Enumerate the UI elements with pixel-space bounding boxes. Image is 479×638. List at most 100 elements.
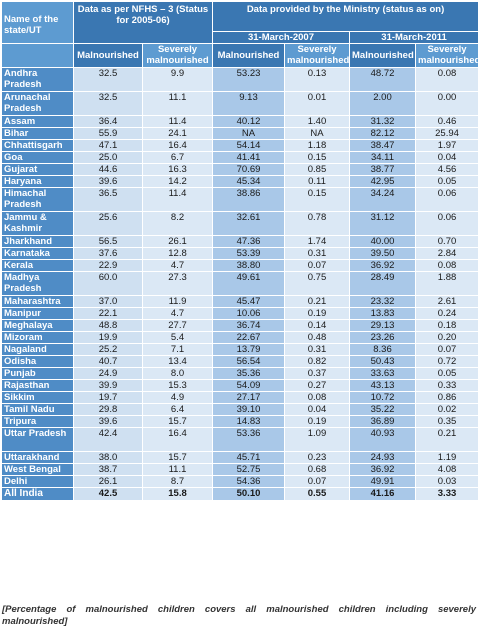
state-name-cell: Jharkhand (1, 235, 74, 248)
state-name-cell: Gujarat (1, 163, 74, 176)
malnutrition-table: Name of the state/UT Data as per NFHS – … (1, 1, 479, 501)
m2007-severely-header: Severely malnourished (284, 43, 350, 68)
table-row: Haryana 39.6 14.2 45.34 0.11 42.95 0.05 (1, 175, 479, 188)
m2007-severely-cell: 0.15 (284, 187, 350, 212)
m2007-severely-cell: 0.78 (284, 211, 350, 236)
m2011-malnourished-cell: 24.93 (349, 451, 416, 464)
m2011-malnourished-cell: 38.47 (349, 139, 416, 152)
state-name-cell: Uttarakhand (1, 451, 74, 464)
state-name-cell: Maharashtra (1, 295, 74, 308)
m2011-malnourished-cell: 34.11 (349, 151, 416, 164)
nfhs-severely-cell: 9.9 (142, 67, 213, 92)
m2007-severely-cell: 0.04 (284, 403, 350, 416)
m2007-severely-cell: 1.09 (284, 427, 350, 452)
m2007-malnourished-cell: 52.75 (212, 463, 285, 476)
m2011-severely-header: Severely malnourished (414, 43, 479, 68)
table-total-row: All India 42.5 15.8 50.10 0.55 41.16 3.33 (1, 487, 479, 501)
nfhs-malnourished-cell: 19.9 (73, 331, 143, 344)
m2011-malnourished-cell: 31.32 (349, 115, 416, 128)
m2007-malnourished-cell: 54.36 (212, 475, 285, 488)
nfhs-malnourished-cell: 32.5 (73, 91, 143, 116)
m2011-severely-cell: 2.84 (414, 247, 479, 260)
nfhs-severely-cell: 14.2 (142, 175, 213, 188)
m2007-severely-cell: 0.68 (284, 463, 350, 476)
m2011-malnourished-cell: 40.93 (349, 427, 416, 452)
nfhs-severely-cell: 15.7 (142, 415, 213, 428)
m2011-severely-cell: 0.24 (414, 307, 479, 320)
m2011-severely-cell: 0.33 (414, 379, 479, 392)
nfhs-malnourished-cell: 39.6 (73, 415, 143, 428)
nfhs-severely-cell: 11.1 (142, 463, 213, 476)
m2011-severely-cell: 0.06 (414, 187, 479, 212)
m2011-malnourished-cell: 36.92 (349, 463, 416, 476)
m2007-malnourished-cell: 38.86 (212, 187, 285, 212)
nfhs-malnourished-cell: 56.5 (73, 235, 143, 248)
table-row: Assam 36.4 11.4 40.12 1.40 31.32 0.46 (1, 115, 479, 128)
m2007-severely-cell: 0.48 (284, 331, 350, 344)
m2007-malnourished-cell: 45.34 (212, 175, 285, 188)
nfhs-severely-cell: 11.4 (142, 187, 213, 212)
m2007-malnourished-cell: 45.71 (212, 451, 285, 464)
m2011-severely-cell: 3.33 (414, 487, 479, 501)
state-name-cell: Bihar (1, 127, 74, 140)
m2011-severely-cell: 0.18 (414, 319, 479, 332)
m2007-malnourished-cell: 49.61 (212, 271, 285, 296)
table-row: Uttarakhand 38.0 15.7 45.71 0.23 24.93 1.19 (1, 451, 479, 464)
m2007-malnourished-cell: 14.83 (212, 415, 285, 428)
m2007-malnourished-cell: 54.14 (212, 139, 285, 152)
state-name-cell: Jammu & Kashmir (1, 211, 74, 236)
nfhs-malnourished-cell: 38.7 (73, 463, 143, 476)
table-row: Goa 25.0 6.7 41.41 0.15 34.11 0.04 (1, 151, 479, 164)
nfhs-severely-cell: 16.3 (142, 163, 213, 176)
m2007-severely-cell: 0.07 (284, 259, 350, 272)
table-row: Madhya Pradesh 60.0 27.3 49.61 0.75 28.49 1.88 (1, 271, 479, 296)
m2011-severely-cell: 0.08 (414, 259, 479, 272)
m2007-malnourished-cell: 9.13 (212, 91, 285, 116)
m2011-malnourished-cell: 49.91 (349, 475, 416, 488)
m2011-malnourished-cell: 48.72 (349, 67, 416, 92)
table-row: Nagaland 25.2 7.1 13.79 0.31 8.36 0.07 (1, 343, 479, 356)
m2011-severely-cell: 2.61 (414, 295, 479, 308)
nfhs-malnourished-cell: 36.4 (73, 115, 143, 128)
nfhs-severely-cell: 8.2 (142, 211, 213, 236)
m2007-malnourished-cell: NA (212, 127, 285, 140)
m2011-severely-cell: 25.94 (414, 127, 479, 140)
m2011-malnourished-cell: 23.26 (349, 331, 416, 344)
m2007-malnourished-cell: 47.36 (212, 235, 285, 248)
nfhs-severely-cell: 6.4 (142, 403, 213, 416)
m2007-severely-cell: 0.85 (284, 163, 350, 176)
m2011-malnourished-cell: 28.49 (349, 271, 416, 296)
table-row: Maharashtra 37.0 11.9 45.47 0.21 23.32 2.61 (1, 295, 479, 308)
table-row: Delhi 26.1 8.7 54.36 0.07 49.91 0.03 (1, 475, 479, 488)
nfhs-severely-cell: 27.7 (142, 319, 213, 332)
table-row: Jammu & Kashmir 25.6 8.2 32.61 0.78 31.12 0.06 (1, 211, 479, 236)
m2007-malnourished-cell: 50.10 (212, 487, 285, 501)
table-row: Meghalaya 48.8 27.7 36.74 0.14 29.13 0.18 (1, 319, 479, 332)
m2007-severely-cell: 1.18 (284, 139, 350, 152)
m2011-malnourished-cell: 13.83 (349, 307, 416, 320)
m2011-severely-cell: 0.46 (414, 115, 479, 128)
nfhs-malnourished-cell: 47.1 (73, 139, 143, 152)
m2007-malnourished-cell: 70.69 (212, 163, 285, 176)
m2011-malnourished-cell: 8.36 (349, 343, 416, 356)
date-2007-header: 31-March-2007 (212, 31, 350, 44)
m2007-severely-cell: 0.15 (284, 151, 350, 164)
table-row: Sikkim 19.7 4.9 27.17 0.08 10.72 0.86 (1, 391, 479, 404)
nfhs-group-header: Data as per NFHS – 3 (Status for 2005-06… (73, 1, 213, 44)
m2007-malnourished-cell: 45.47 (212, 295, 285, 308)
nfhs-malnourished-cell: 24.9 (73, 367, 143, 380)
table-row: Gujarat 44.6 16.3 70.69 0.85 38.77 4.56 (1, 163, 479, 176)
m2007-severely-cell: 0.37 (284, 367, 350, 380)
state-name-cell: Delhi (1, 475, 74, 488)
state-name-cell: Goa (1, 151, 74, 164)
nfhs-malnourished-cell: 22.9 (73, 259, 143, 272)
nfhs-malnourished-cell: 48.8 (73, 319, 143, 332)
m2011-malnourished-cell: 36.89 (349, 415, 416, 428)
m2011-severely-cell: 4.56 (414, 163, 479, 176)
m2011-malnourished-cell: 10.72 (349, 391, 416, 404)
m2011-malnourished-cell: 36.92 (349, 259, 416, 272)
table-row: Mizoram 19.9 5.4 22.67 0.48 23.26 0.20 (1, 331, 479, 344)
m2007-malnourished-cell: 32.61 (212, 211, 285, 236)
table-row: Tripura 39.6 15.7 14.83 0.19 36.89 0.35 (1, 415, 479, 428)
state-name-cell: Arunachal Pradesh (1, 91, 74, 116)
